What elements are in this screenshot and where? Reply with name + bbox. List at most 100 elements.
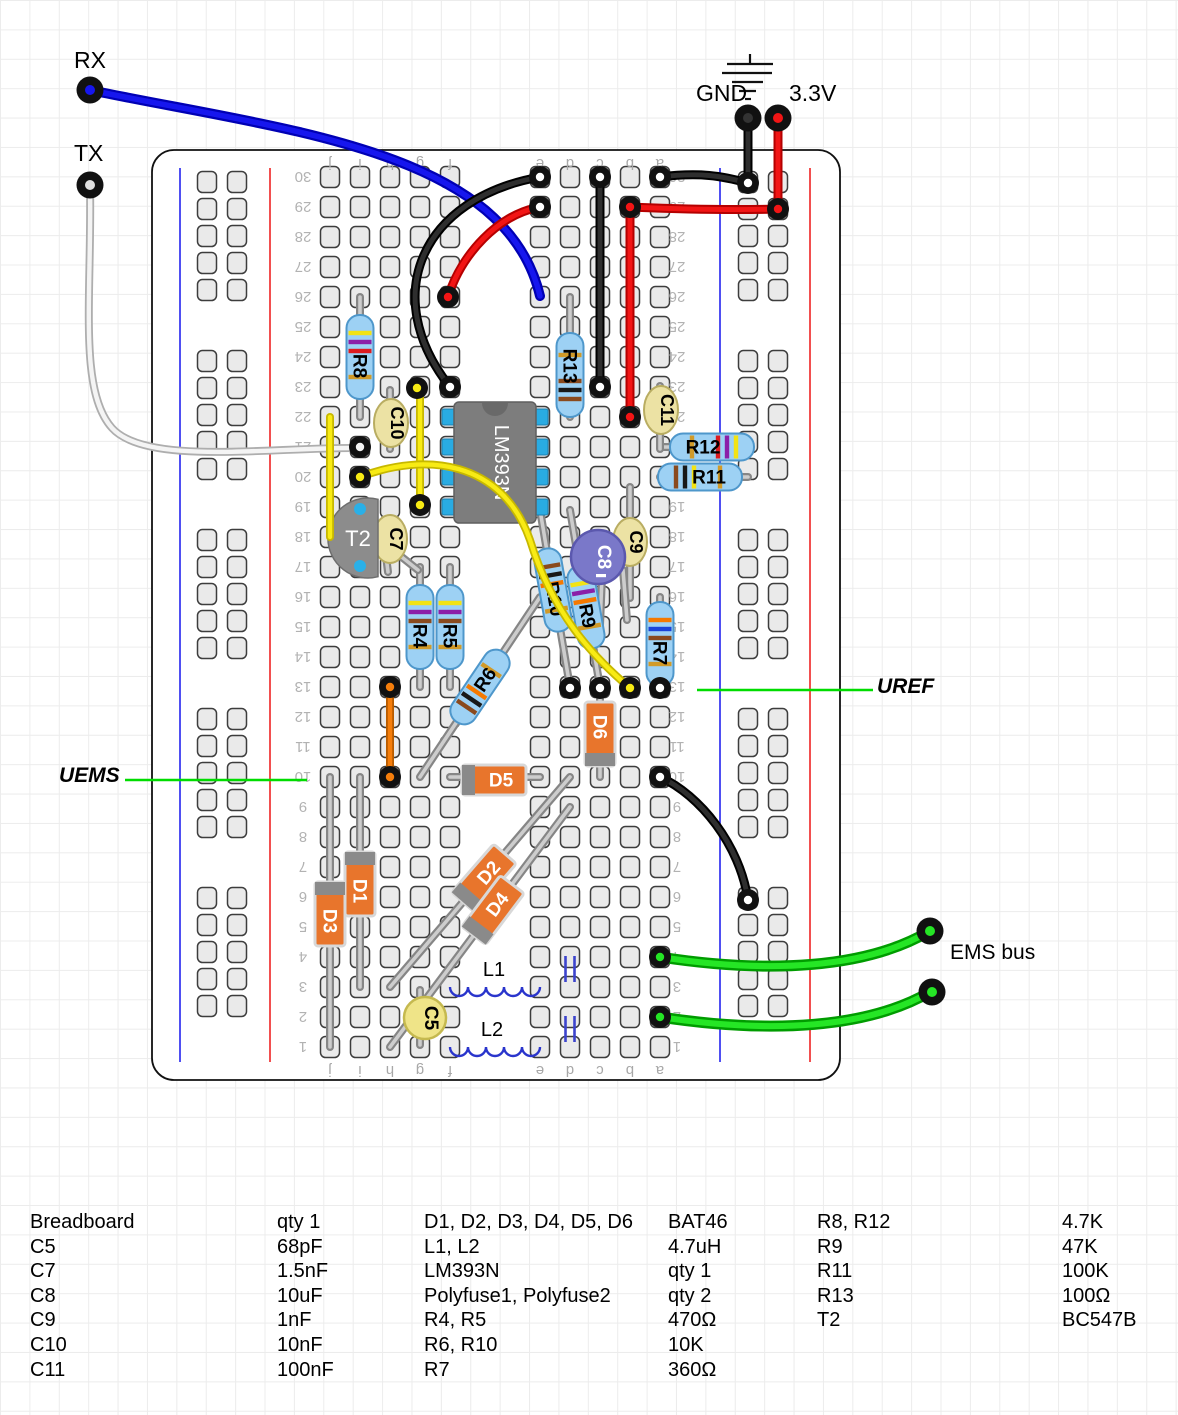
hole [619,735,641,759]
hole [619,795,641,819]
wire-end-ring [355,472,365,482]
hole [737,251,759,275]
column-letter: j [328,1062,332,1079]
hole [767,251,789,275]
hole [319,585,341,609]
rx-pin [85,85,95,95]
row-number: 24 [669,348,686,365]
hole [379,855,401,879]
column-letter: d [566,155,574,172]
hole [737,940,759,964]
row-number: 23 [669,378,686,395]
component-label: D3 [319,909,340,933]
parts-list-name: R13 [817,1284,854,1307]
hole [349,615,371,639]
component-d1: D1 [343,850,377,918]
row-number: 15 [295,618,312,635]
resistor-band [558,387,582,393]
row-number: 8 [673,828,681,845]
hole [649,825,671,849]
wire-end-ring [595,382,605,392]
resistor-band [573,596,597,606]
row-number: 12 [669,708,686,725]
hole [196,170,218,194]
hole [379,315,401,339]
hole [767,913,789,937]
row-number: 25 [295,318,312,335]
component-r8: R8 [345,314,375,400]
component-label: R8 [349,354,370,378]
hole [349,195,371,219]
hole [439,855,461,879]
wire-end-ring [595,683,605,693]
yellow-curve-wire [357,462,633,691]
parts-list-value: qty 1 [668,1260,712,1283]
hole [379,585,401,609]
hole [559,705,581,729]
hole [379,165,401,189]
hole [349,705,371,729]
hole [767,582,789,606]
row-number: 1 [299,1038,307,1055]
hole [529,375,551,399]
resistor-band [733,435,739,459]
hole [226,636,248,660]
parts-list-value: 68pF [277,1235,323,1258]
hole [737,815,759,839]
parts-list-name: R8, R12 [817,1211,891,1233]
row-number: 13 [295,678,312,695]
parts-list-value: 100nF [277,1358,334,1381]
component-label: C8 [593,545,614,569]
wire-end-ring [625,202,635,212]
resistor-band [348,348,372,354]
column-letter: b [626,155,634,172]
hole [737,555,759,579]
hole [737,734,759,758]
hole [226,528,248,552]
parts-list-name: C9 [30,1309,56,1332]
hole [559,945,581,969]
column-letter: i [358,1062,361,1079]
hole [737,224,759,248]
hole [196,940,218,964]
hole [529,915,551,939]
column-letter: a [655,1062,664,1079]
hole [559,735,581,759]
hole [529,225,551,249]
row-number: 3 [299,978,307,995]
v33-label: 3.3V [789,80,837,106]
component-d6: D6 [583,700,617,768]
component-label: C5 [420,1006,441,1031]
wire-end-ring [415,500,425,510]
hole [529,885,551,909]
parts-list-name: R9 [817,1235,843,1258]
hole [379,1005,401,1029]
hole [196,788,218,812]
hole [226,967,248,991]
hole [319,705,341,729]
row-number: 7 [673,858,681,875]
parts-list-name: D1, D2, D3, D4, D5, D6 [424,1211,633,1233]
rx-wire [87,87,543,299]
hole [589,855,611,879]
hole [649,915,671,939]
column-letter: g [416,155,424,172]
hole [559,855,581,879]
hole [589,975,611,999]
hole [529,735,551,759]
hole [196,349,218,373]
parts-list-value: 360Ω [668,1358,717,1381]
capacitor-body [643,385,679,435]
hole [767,940,789,964]
component-label: D5 [489,771,514,792]
hole [767,457,789,481]
hole [737,761,759,785]
hole [379,885,401,909]
hole [196,457,218,481]
hole [226,761,248,785]
resistor-band [558,352,582,358]
row-number: 6 [299,888,307,905]
component-label: C9 [626,530,646,553]
hole [559,435,581,459]
